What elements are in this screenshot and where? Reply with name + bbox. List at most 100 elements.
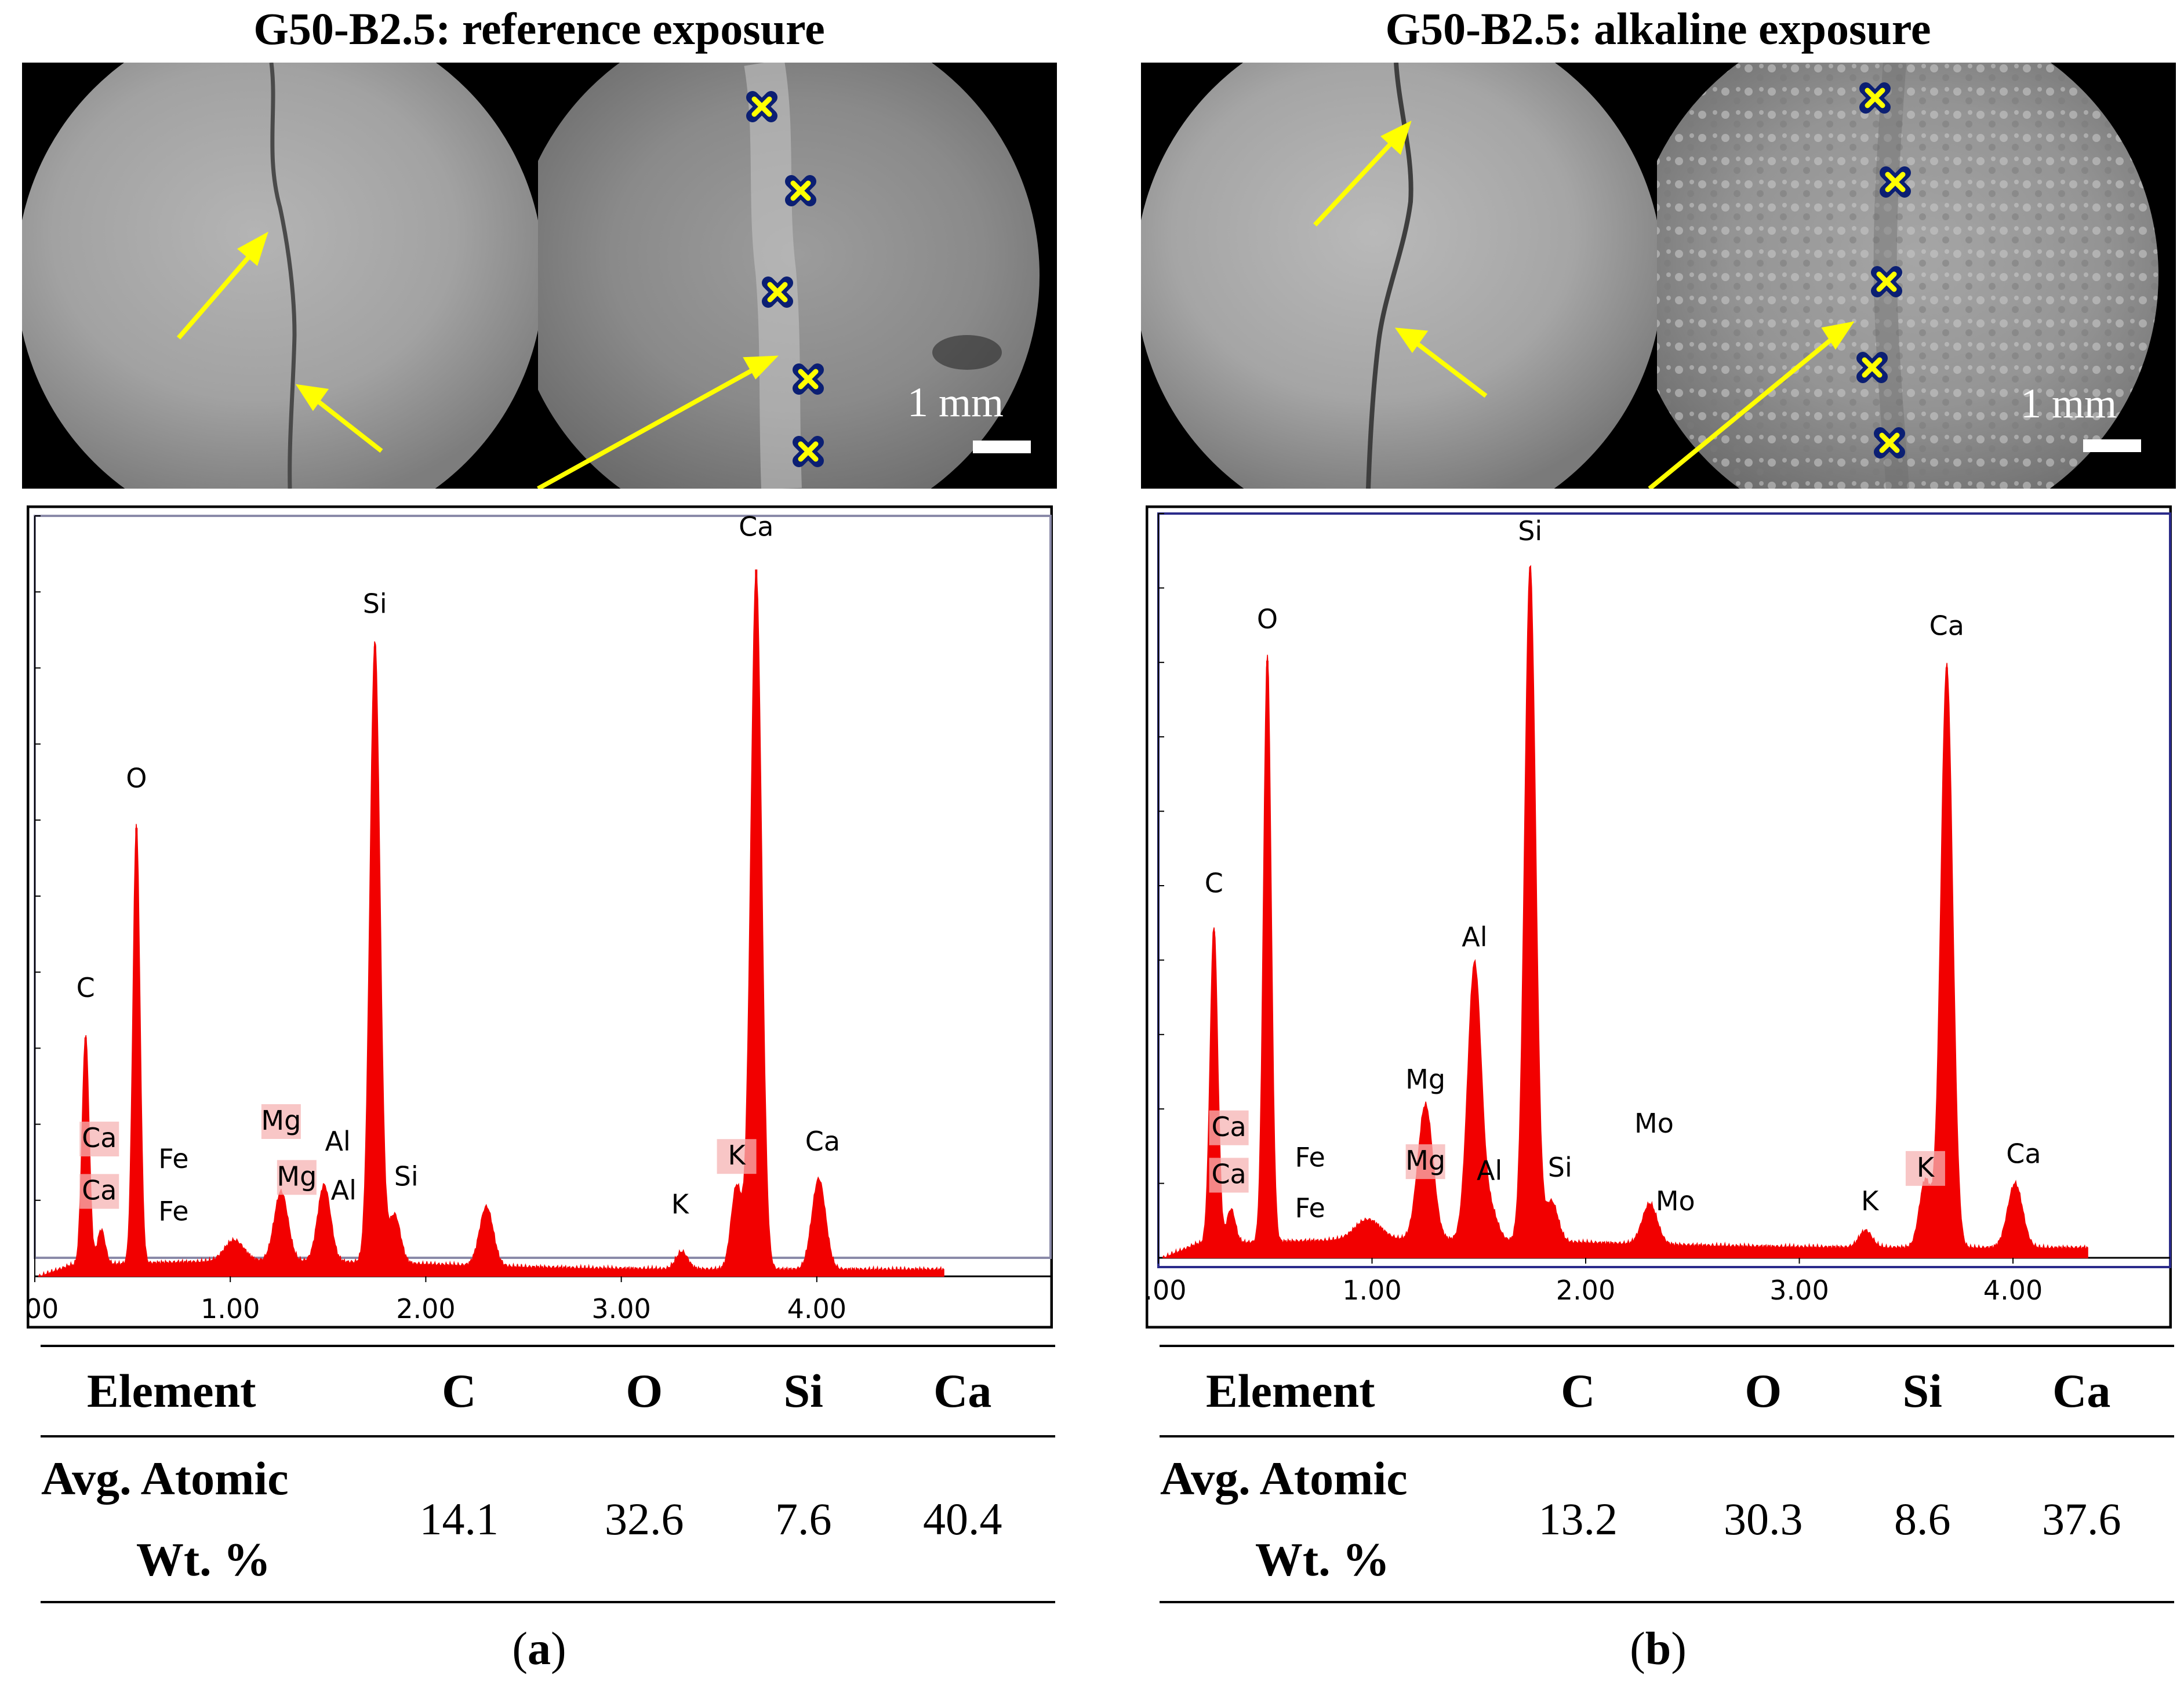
row-label: Avg. Atomic Wt. % xyxy=(41,1436,366,1603)
table-row: Avg. Atomic Wt. % 14.1 32.6 7.6 40.4 xyxy=(41,1436,1055,1603)
peak-label: Mg xyxy=(1405,1064,1445,1095)
peak-label-box xyxy=(277,1160,317,1195)
peak-label-box xyxy=(1905,1151,1945,1186)
x-tick-label: .00 xyxy=(1146,1275,1187,1306)
peak-label-box xyxy=(79,1174,119,1209)
peak-label: Ca xyxy=(1211,1111,1246,1142)
row-label-line2: Wt. % xyxy=(136,1533,271,1586)
peak-label-box xyxy=(261,1104,301,1139)
table-header-row: Element C O Si Ca xyxy=(1160,1345,2174,1437)
header-o: O xyxy=(551,1345,737,1437)
panel-caption: (b) xyxy=(1119,1623,2184,1676)
header-element: Element xyxy=(1160,1345,1485,1437)
arrow-head xyxy=(237,231,268,266)
peak-label: Mg xyxy=(1405,1145,1445,1176)
header-c: C xyxy=(366,1345,552,1437)
arrow-head xyxy=(743,355,779,380)
value-c: 14.1 xyxy=(366,1436,552,1603)
peak-label: Fe xyxy=(1295,1141,1325,1173)
value-c: 13.2 xyxy=(1485,1436,1671,1603)
header-c: C xyxy=(1485,1345,1671,1437)
peak-label: Fe xyxy=(158,1143,188,1174)
value-si: 8.6 xyxy=(1855,1436,1989,1603)
arrow-head xyxy=(1821,321,1855,350)
header-si: Si xyxy=(736,1345,870,1437)
peak-label: Mg xyxy=(277,1160,317,1192)
value-o: 32.6 xyxy=(551,1436,737,1603)
peak-label: Mg xyxy=(261,1105,301,1136)
peak-label: Mo xyxy=(1656,1185,1695,1217)
peak-label: Ca xyxy=(1929,610,1964,641)
micrograph-left xyxy=(22,63,538,489)
peak-label: K xyxy=(671,1189,690,1220)
arrow-head xyxy=(1380,121,1412,155)
micrograph-left xyxy=(1141,63,1657,489)
table-header-row: Element C O Si Ca xyxy=(41,1345,1055,1437)
peak-label-box xyxy=(1209,1158,1249,1193)
micrograph-right xyxy=(538,63,1040,489)
spectrum-area xyxy=(1162,565,2088,1258)
yellow-arrows xyxy=(176,231,779,489)
peak-label: Si xyxy=(363,588,387,619)
panel-title: G50-B2.5: alkaline exposure xyxy=(1385,3,1931,54)
peak-label-box xyxy=(1405,1144,1445,1180)
header-si: Si xyxy=(1855,1345,1989,1437)
yellow-arrows xyxy=(1313,121,1855,489)
peak-label: C xyxy=(77,972,95,1003)
row-label: Avg. Atomic Wt. % xyxy=(1160,1436,1485,1603)
panel-b: G50-B2.5: alkaline exposure xyxy=(1119,0,2184,1696)
peak-label: Si xyxy=(1518,515,1542,547)
peak-label: Si xyxy=(1548,1152,1572,1183)
micrograph-right xyxy=(1657,63,2158,489)
atomic-table: Element C O Si Ca Avg. Atomic Wt. % 13.2… xyxy=(1160,1345,2174,1603)
table-row: Avg. Atomic Wt. % 13.2 30.3 8.6 37.6 xyxy=(1160,1436,2174,1603)
scale-bar xyxy=(2083,439,2141,452)
peak-label: Ca xyxy=(82,1174,117,1206)
peak-label: Ca xyxy=(739,511,773,543)
peak-label: Al xyxy=(1477,1155,1502,1187)
peak-label: K xyxy=(1861,1185,1880,1217)
peak-label: Al xyxy=(1462,922,1487,953)
eds-spectrum-b: .00 1.00 2.00 3.00 4.00 C Ca Ca O Fe Fe Mg Mg Al Al Si S… xyxy=(1146,505,2172,1329)
peak-label: Ca xyxy=(2006,1138,2041,1169)
micrograph-pair: 1 mm xyxy=(1141,63,2176,489)
caption-letter: a xyxy=(528,1624,551,1675)
header-ca: Ca xyxy=(1989,1345,2174,1437)
arrow-head xyxy=(295,384,329,412)
header-ca: Ca xyxy=(870,1345,1055,1437)
header-element: Element xyxy=(41,1345,366,1437)
peak-label: Ca xyxy=(1211,1159,1246,1190)
x-tick-label: 00 xyxy=(27,1293,59,1324)
peak-label: Si xyxy=(394,1160,419,1192)
x-tick-label: 2.00 xyxy=(396,1293,455,1324)
peak-label: Ca xyxy=(805,1126,840,1157)
x-tick-label: 4.00 xyxy=(1983,1275,2043,1306)
header-o: O xyxy=(1670,1345,1856,1437)
value-ca: 37.6 xyxy=(1989,1436,2174,1603)
peak-label: Fe xyxy=(1295,1192,1325,1224)
peak-label: O xyxy=(126,763,147,794)
value-o: 30.3 xyxy=(1670,1436,1856,1603)
peak-label: Al xyxy=(325,1126,351,1157)
x-tick-label: 3.00 xyxy=(1769,1275,1829,1306)
caption-close: ) xyxy=(1671,1624,1687,1675)
peak-label: K xyxy=(1917,1152,1935,1183)
caption-letter: b xyxy=(1645,1624,1671,1675)
caption-close: ) xyxy=(551,1624,566,1675)
peak-label: K xyxy=(728,1140,746,1171)
spectrum-area xyxy=(38,572,944,1277)
crack-line xyxy=(269,63,297,489)
peak-label: Mo xyxy=(1634,1108,1674,1139)
scale-bar xyxy=(973,441,1031,453)
panel-a: G50-B2.5: reference exposure xyxy=(0,0,1078,1696)
x-tick-label: 1.00 xyxy=(201,1293,260,1324)
x-tick-label: 4.00 xyxy=(787,1293,846,1324)
peak-label-box xyxy=(717,1139,757,1174)
panel-title: G50-B2.5: reference exposure xyxy=(253,3,825,54)
eds-spectrum-a: 00 1.00 2.00 3.00 4.00 C Ca Ca O Fe Fe Mg Mg Al Al Si Si… xyxy=(27,505,1053,1329)
peak-label-box xyxy=(1209,1110,1249,1145)
dark-pore xyxy=(932,335,1002,370)
row-label-line2: Wt. % xyxy=(1255,1533,1390,1586)
x-tick-label: 1.00 xyxy=(1342,1275,1401,1306)
peak-label: Ca xyxy=(82,1122,117,1153)
